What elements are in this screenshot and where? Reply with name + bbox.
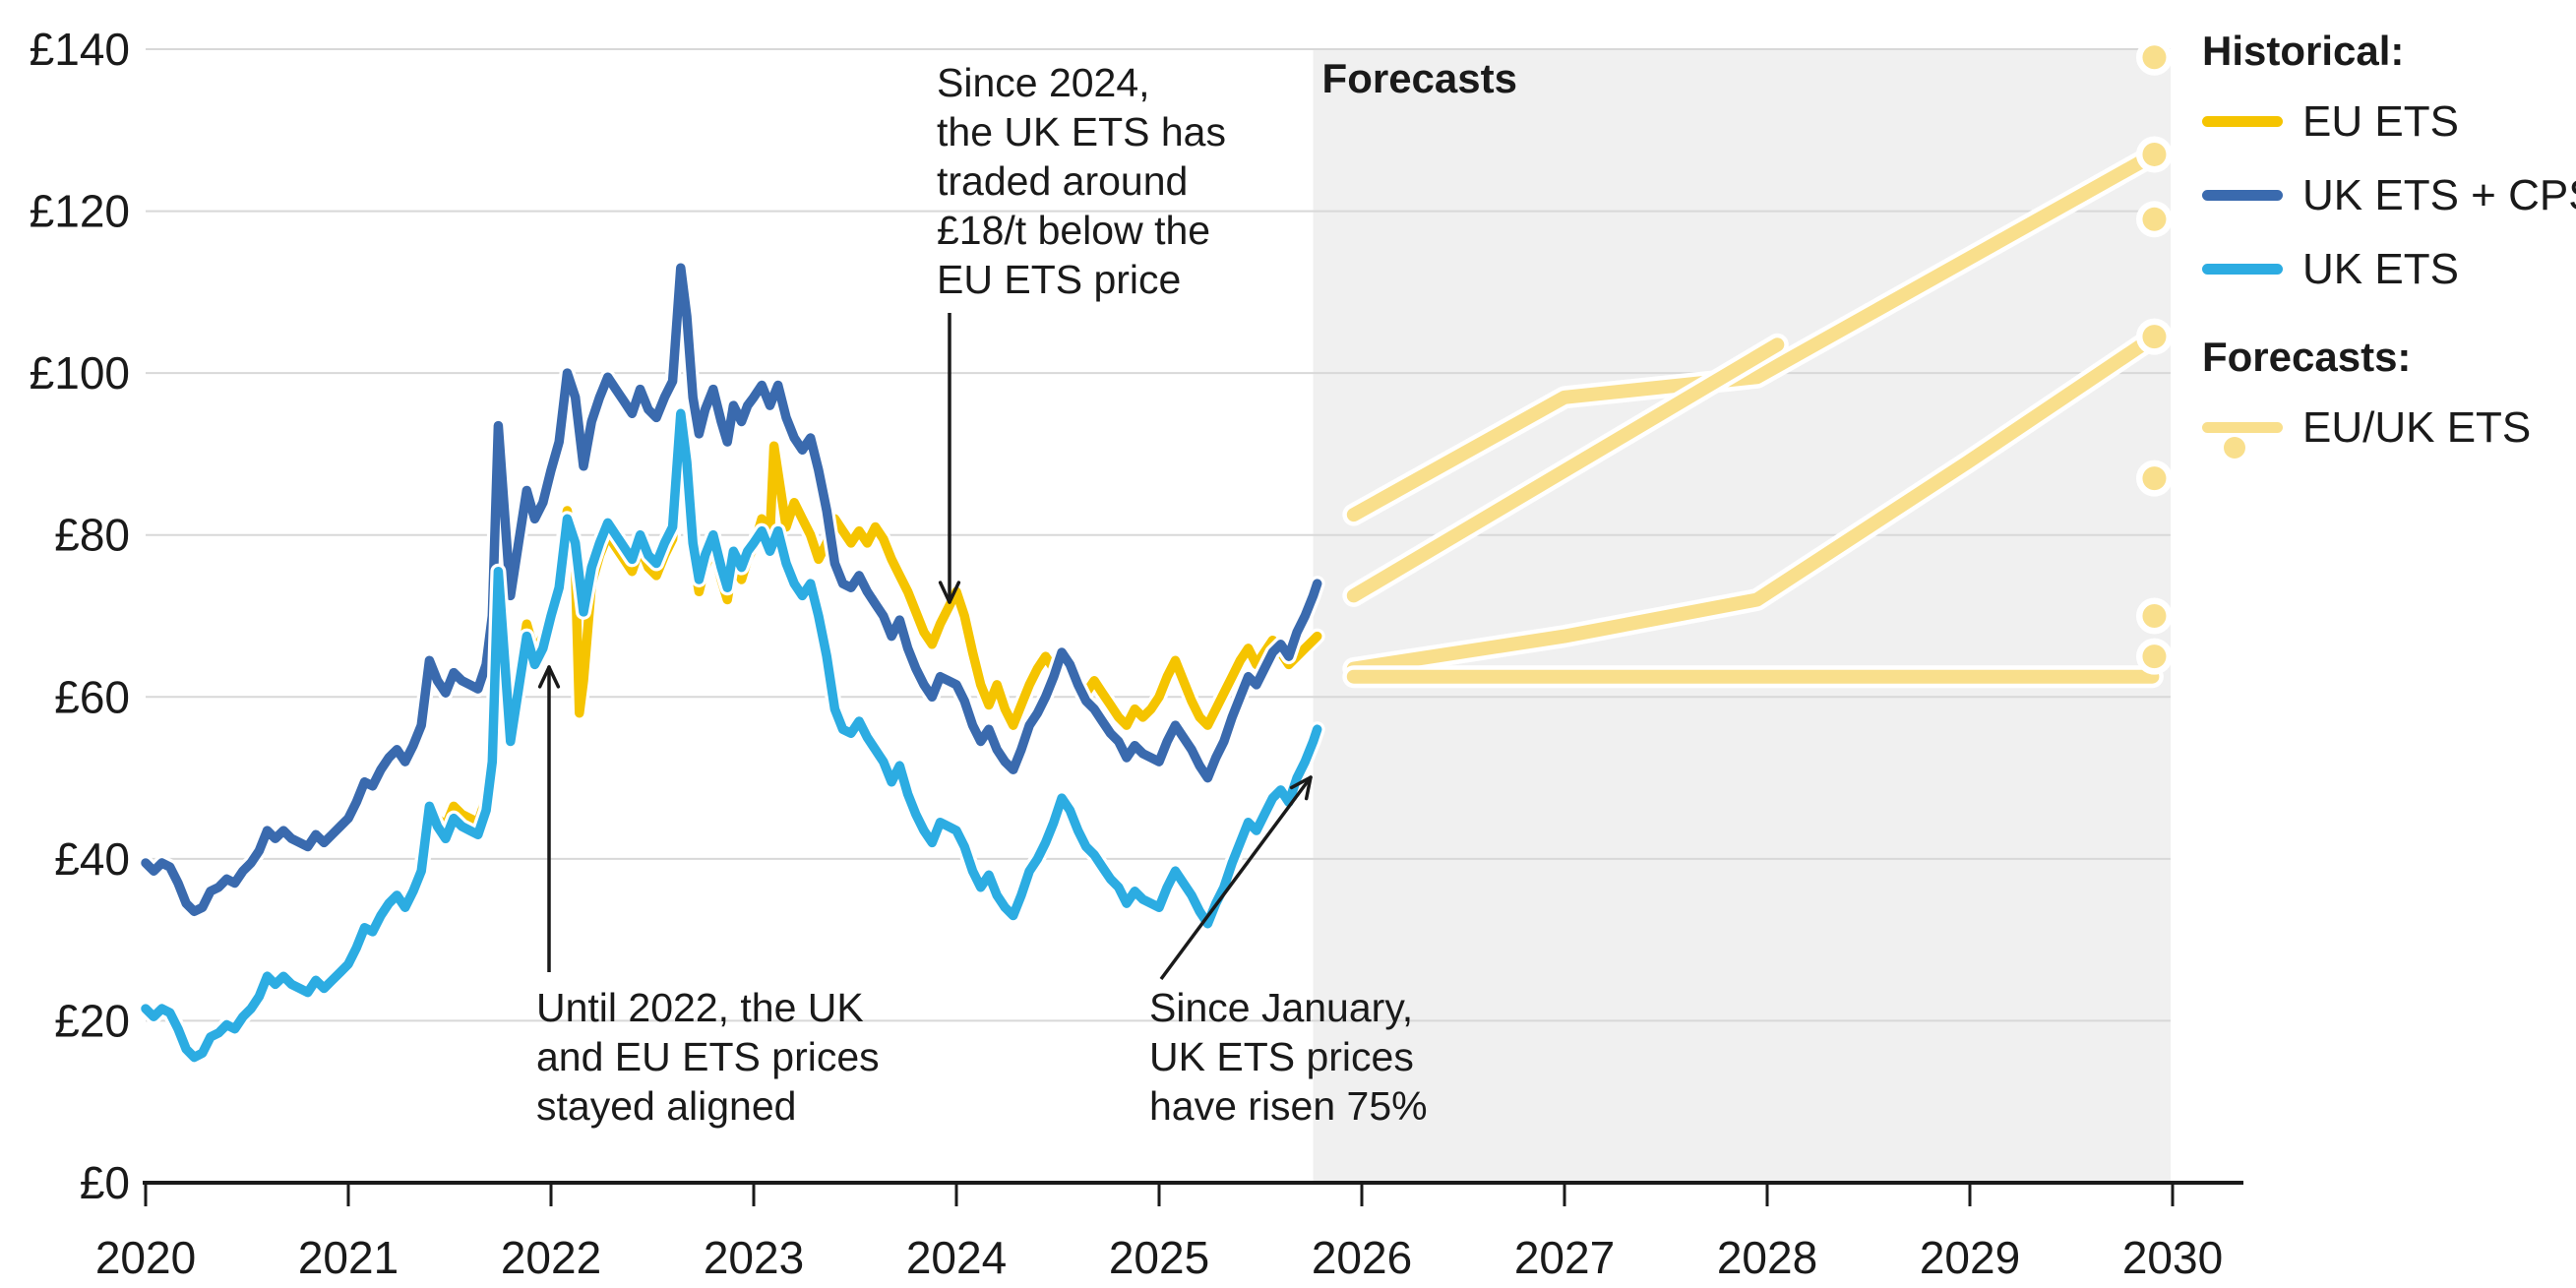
x-tick-label: 2020 bbox=[95, 1232, 196, 1283]
legend-label-uk-ets: UK ETS bbox=[2302, 244, 2459, 293]
forecast-dot bbox=[2142, 604, 2167, 628]
x-tick-label: 2027 bbox=[1514, 1232, 1615, 1283]
eu-ets-swatch bbox=[2202, 116, 2283, 127]
legend-label-uk-ets-cps: UK ETS + CPS bbox=[2302, 170, 2576, 219]
series-casing bbox=[429, 438, 1325, 834]
annotation-text: Until 2022, the UK bbox=[536, 985, 864, 1030]
annotation-text: EU ETS price bbox=[937, 257, 1181, 302]
x-tick-label: 2022 bbox=[501, 1232, 601, 1283]
forecast-region-label: Forecasts bbox=[1322, 55, 1517, 101]
y-tick-label: £120 bbox=[30, 186, 130, 237]
y-tick-label: £80 bbox=[54, 510, 130, 561]
x-tick-label: 2030 bbox=[2122, 1232, 2223, 1283]
series-line bbox=[141, 408, 1322, 1063]
forecast-dot-icon bbox=[2224, 437, 2245, 459]
legend-item-forecast: EU/UK ETS bbox=[2202, 391, 2568, 464]
series-casing bbox=[138, 405, 1325, 1066]
legend-title-historical: Historical: bbox=[2202, 28, 2405, 74]
forecast-dot bbox=[2142, 325, 2167, 349]
annotation-text: UK ETS prices bbox=[1149, 1034, 1414, 1079]
annotation-text: £18/t below the bbox=[937, 208, 1210, 253]
y-tick-label: £140 bbox=[30, 24, 130, 75]
legend-title-forecasts: Forecasts: bbox=[2202, 334, 2412, 380]
x-tick-label: 2026 bbox=[1312, 1232, 1412, 1283]
annotation-arrowhead bbox=[948, 581, 961, 604]
y-tick-label: £0 bbox=[80, 1157, 130, 1208]
annotation-arrowhead bbox=[1304, 775, 1313, 801]
forecast-line bbox=[1346, 330, 2162, 676]
x-tick-label: 2021 bbox=[298, 1232, 399, 1283]
series-line bbox=[432, 441, 1322, 831]
annotation-text: Since 2024, bbox=[937, 60, 1150, 105]
uk-ets-cps-swatch bbox=[2202, 190, 2283, 201]
annotation-text: traded around bbox=[937, 158, 1188, 204]
x-tick-label: 2023 bbox=[704, 1232, 804, 1283]
series-uk-ets-cps bbox=[138, 260, 1325, 920]
uk-ets-swatch bbox=[2202, 264, 2283, 275]
legend-item-uk-ets-cps: UK ETS + CPS bbox=[2202, 158, 2576, 232]
annotation-text: and EU ETS prices bbox=[536, 1034, 880, 1079]
x-tick-label: 2028 bbox=[1717, 1232, 1817, 1283]
forecast-dots bbox=[2135, 38, 2173, 675]
annotation-arrowhead bbox=[1289, 775, 1313, 790]
forecast-dot bbox=[2142, 466, 2167, 491]
y-tick-label: £40 bbox=[54, 833, 130, 885]
annotation-text: Since January, bbox=[1149, 985, 1413, 1030]
x-tick-label: 2025 bbox=[1109, 1232, 1209, 1283]
series-uk-ets bbox=[138, 405, 1325, 1066]
forecast-line-eu-ets-forecast-high bbox=[1342, 143, 2166, 526]
y-tick-label: £60 bbox=[54, 671, 130, 722]
axes: 2020 2021 2022 2023 2024 2025 2026 2027 2028 2029… bbox=[30, 24, 2243, 1283]
forecast-line-eu-ets-forecast-2028 bbox=[1342, 333, 1789, 607]
annotation-arrowhead bbox=[537, 665, 551, 689]
x-tick-label: 2029 bbox=[1920, 1232, 2020, 1283]
annotation-text: the UK ETS has bbox=[937, 109, 1226, 154]
legend-item-eu-ets: EU ETS bbox=[2202, 85, 2568, 158]
y-tick-label: £20 bbox=[54, 995, 130, 1046]
series-eu-ets bbox=[429, 438, 1325, 834]
forecast-line bbox=[1346, 148, 2162, 522]
series-line bbox=[141, 263, 1322, 917]
annotation-arrowhead bbox=[547, 665, 561, 689]
annotation-text: stayed aligned bbox=[536, 1083, 796, 1129]
annotation-text: have risen 75% bbox=[1149, 1083, 1428, 1129]
forecast-line bbox=[1346, 337, 1785, 603]
forecast-swatch bbox=[2202, 422, 2283, 459]
legend-label-forecast: EU/UK ETS bbox=[2302, 402, 2532, 452]
forecast-dot bbox=[2142, 644, 2167, 669]
forecast-dot bbox=[2142, 142, 2167, 166]
forecast-dot bbox=[2142, 207, 2167, 231]
legend: Historical: EU ETS UK ETS + CPS UK ETS F… bbox=[2202, 26, 2576, 464]
y-tick-label: £100 bbox=[30, 347, 130, 399]
x-tick-label: 2024 bbox=[906, 1232, 1007, 1283]
forecast-line-uk-ets-forecast-rising bbox=[1342, 325, 2166, 680]
legend-item-uk-ets: UK ETS bbox=[2202, 232, 2568, 306]
annotation-arrowhead bbox=[938, 581, 951, 604]
forecast-dot bbox=[2142, 45, 2167, 70]
legend-label-eu-ets: EU ETS bbox=[2302, 96, 2459, 146]
annotation-arrow-shaft bbox=[1159, 775, 1313, 981]
